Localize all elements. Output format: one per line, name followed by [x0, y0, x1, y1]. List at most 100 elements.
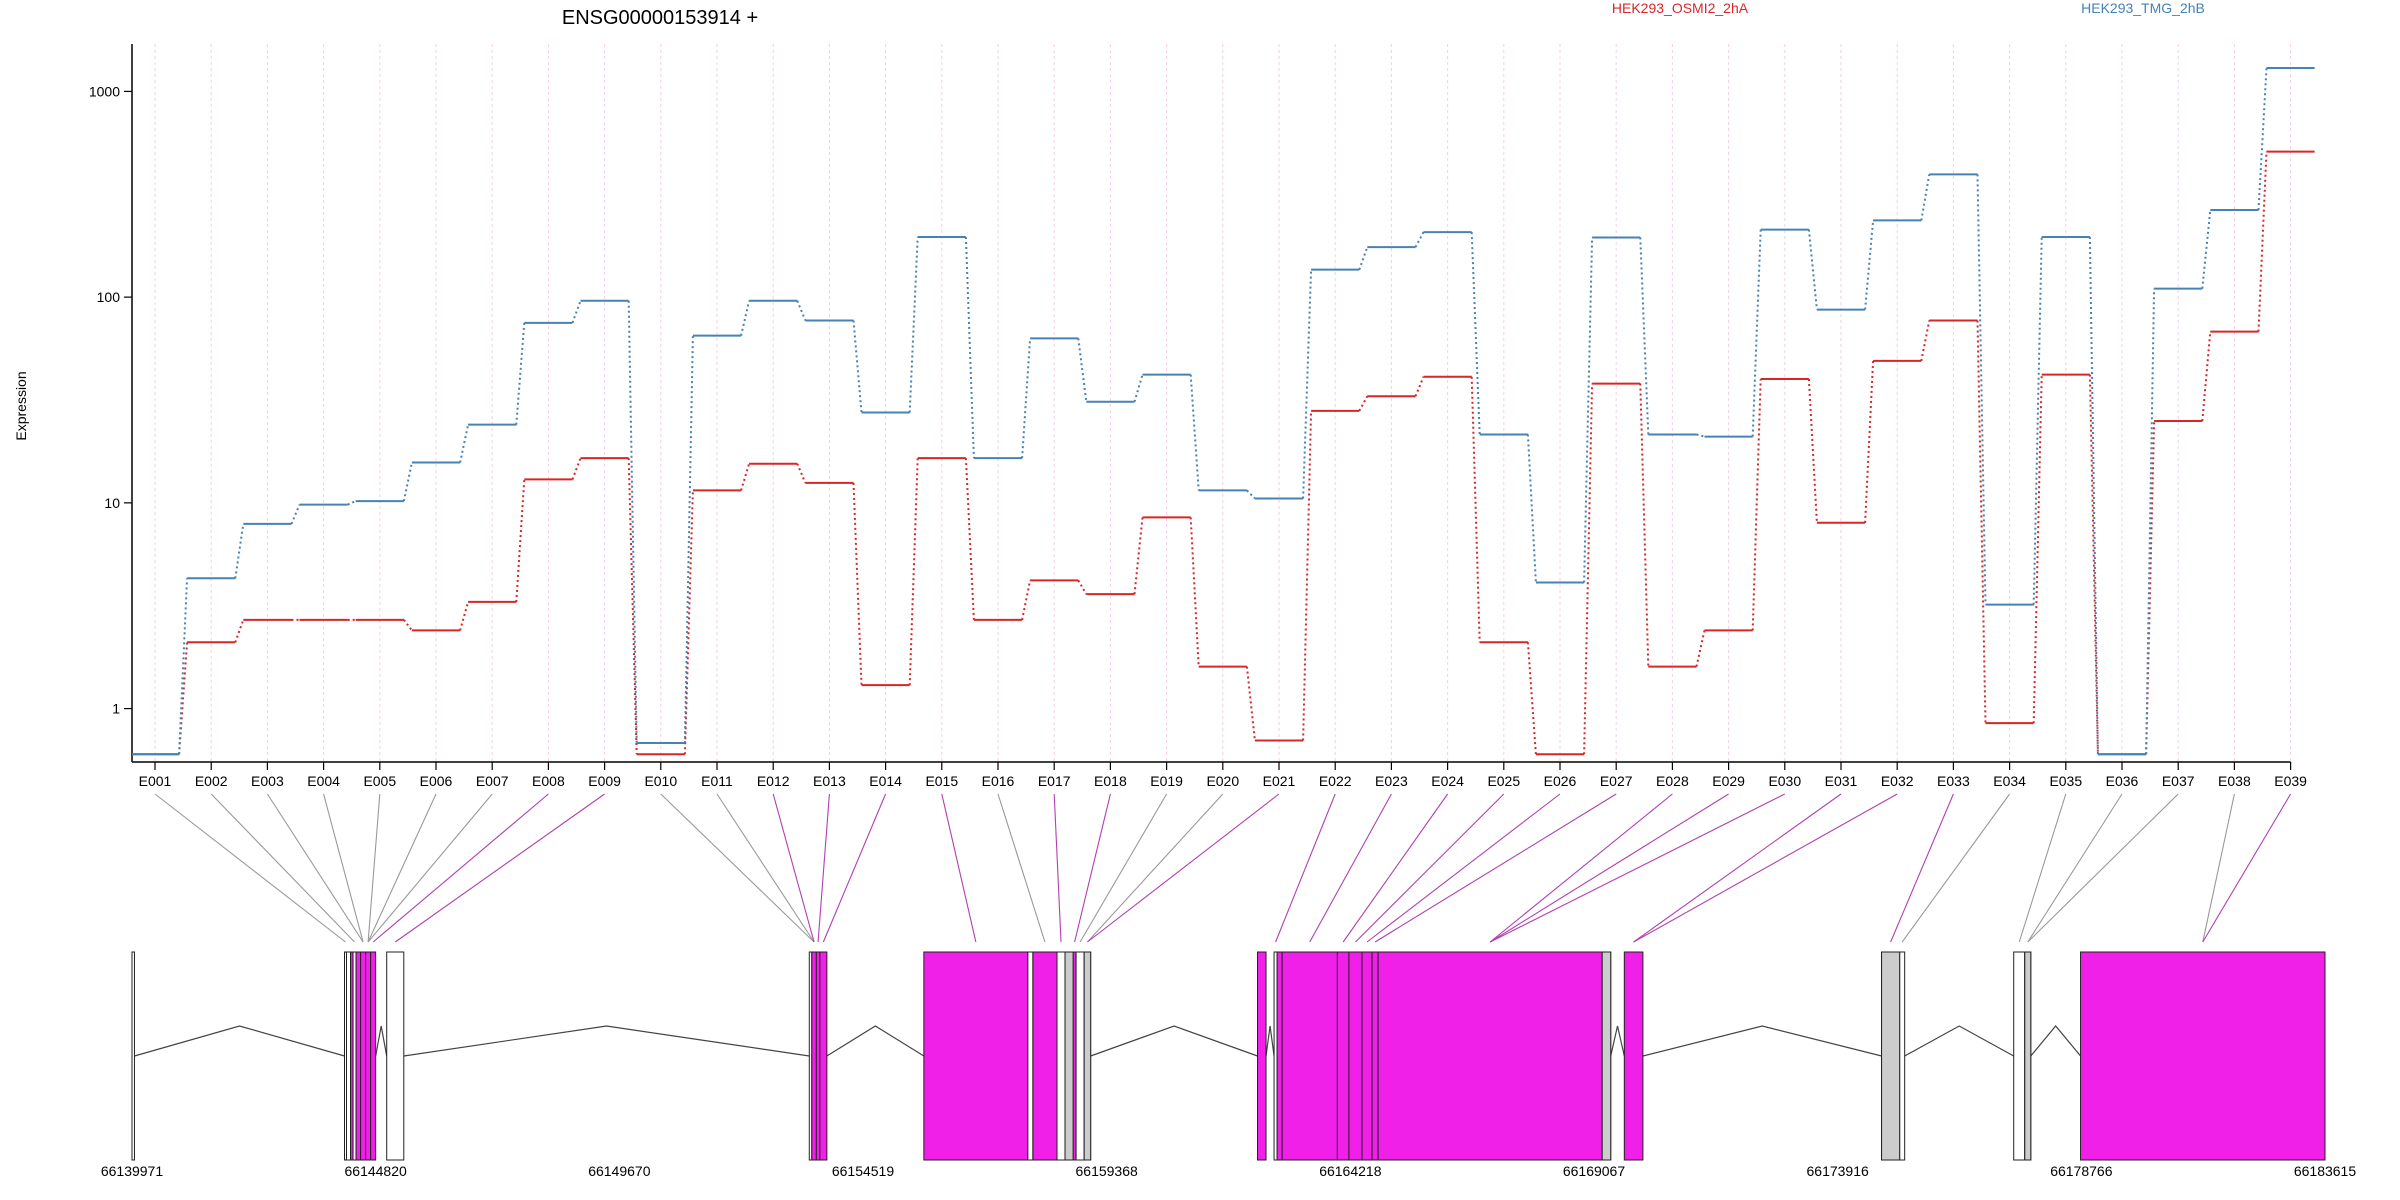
x-tick-label: E023	[1375, 773, 1408, 789]
series-transition	[290, 504, 301, 525]
genome-tick-label: 66149670	[588, 1163, 651, 1179]
series-transition	[1470, 232, 1481, 435]
series-transition	[2088, 236, 2099, 755]
chart-title: ENSG00000153914 +	[562, 7, 758, 29]
series-transition	[1358, 246, 1369, 270]
exon-block	[2080, 951, 2326, 1161]
series-transition	[1133, 517, 1144, 595]
series-transition	[964, 236, 975, 459]
connector-line	[2202, 793, 2235, 943]
x-axis-exon-bins: E001 E002 E003 E004 E005 E006 E007 E008 E009 E010…	[132, 761, 2307, 789]
series-transition	[515, 479, 526, 602]
connector-line	[154, 793, 346, 943]
connector-line	[1355, 793, 1505, 943]
x-tick-label: E024	[1431, 773, 1464, 789]
connector-line	[1074, 793, 1111, 943]
x-tick-label: E018	[1094, 773, 1127, 789]
x-tick-label: E021	[1263, 773, 1296, 789]
series-transition	[1246, 489, 1256, 500]
series-transition	[1189, 374, 1200, 491]
connector-line	[1489, 793, 1673, 943]
exon-block	[1027, 951, 1034, 1161]
x-tick-label: E001	[139, 773, 172, 789]
series-transition	[2088, 374, 2099, 755]
connector-line	[1342, 793, 1449, 943]
series-transition	[1302, 269, 1313, 499]
x-tick-label: E003	[251, 773, 284, 789]
connector-line	[2202, 793, 2292, 943]
exon-block	[1348, 951, 1363, 1161]
x-tick-label: E002	[195, 773, 228, 789]
series-transition	[459, 601, 470, 631]
series-transition	[1021, 580, 1032, 621]
connector-line	[1087, 793, 1280, 943]
intron-line	[134, 1025, 345, 1057]
series-transition	[1920, 320, 1931, 362]
genome-tick-label: 66154519	[832, 1163, 895, 1179]
connector-line	[1309, 793, 1392, 943]
series-transition	[1807, 229, 1818, 310]
series-transition	[1639, 383, 1650, 667]
connector-line	[1366, 793, 1561, 943]
exon-block	[346, 951, 352, 1161]
exon-block	[819, 951, 828, 1161]
exon-block	[815, 951, 821, 1161]
series-transition	[627, 458, 638, 755]
series-transition	[1807, 378, 1818, 523]
x-tick-label: E006	[420, 773, 453, 789]
series-transition	[1751, 229, 1762, 437]
connector-line	[772, 793, 815, 943]
series-transition	[347, 500, 357, 506]
x-tick-label: E010	[644, 773, 677, 789]
x-tick-label: E007	[476, 773, 509, 789]
series-transition	[1133, 374, 1144, 403]
y-axis-label: Expression	[13, 371, 29, 440]
series-transition	[796, 463, 807, 484]
connector-line	[997, 793, 1046, 943]
x-tick-label: E015	[925, 773, 958, 789]
connector-line	[1489, 793, 1786, 943]
bin-gridlines	[154, 44, 2292, 762]
intron-line	[1090, 1025, 1258, 1057]
exon-block	[370, 951, 377, 1161]
exon-block	[365, 951, 372, 1161]
series-transition	[964, 458, 975, 620]
legend-series-tmg: HEK293_TMG_2hB	[2081, 0, 2205, 16]
x-tick-label: E028	[1656, 773, 1689, 789]
x-tick-label: E036	[2106, 773, 2139, 789]
x-tick-label: E033	[1937, 773, 1970, 789]
connector-line	[1086, 793, 1224, 943]
connector-line	[660, 793, 815, 943]
connector-line	[1890, 793, 1954, 943]
connector-line	[1901, 793, 2011, 943]
exon-block	[2013, 951, 2026, 1161]
y-tick-label: 1000	[89, 83, 120, 99]
y-axis: 1 10 100 1000	[89, 44, 133, 762]
series-transition	[1414, 231, 1425, 248]
x-tick-label: E034	[1993, 773, 2026, 789]
exon-block-grey	[1064, 951, 1074, 1161]
intron-line	[1904, 1025, 2015, 1057]
intron-line	[1265, 1025, 1275, 1057]
series-transition	[1245, 666, 1256, 741]
connector-line	[1374, 793, 1617, 943]
series-transition	[852, 320, 863, 413]
x-tick-label: E016	[982, 773, 1015, 789]
series-transition	[1358, 395, 1369, 412]
series-transition	[852, 482, 863, 686]
series-transition	[2257, 151, 2268, 332]
exon-block	[360, 951, 367, 1161]
series-transition	[2032, 236, 2043, 605]
series-transition	[1021, 338, 1032, 459]
exon-block	[1361, 951, 1373, 1161]
x-tick-label: E029	[1712, 773, 1745, 789]
series-transition	[1864, 360, 1875, 523]
exon-block	[131, 951, 135, 1161]
connector-line	[1053, 793, 1062, 943]
exon-block	[811, 951, 817, 1161]
connector-line	[1275, 793, 1336, 943]
connector-line	[266, 793, 364, 943]
series-transition	[571, 457, 582, 480]
connector-line	[817, 793, 830, 943]
